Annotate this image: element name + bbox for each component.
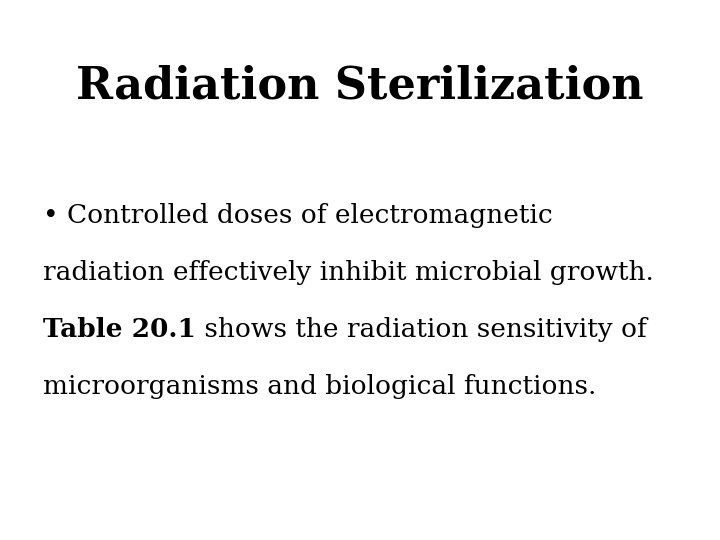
Text: shows the radiation sensitivity of: shows the radiation sensitivity of: [196, 317, 647, 342]
Text: • Controlled doses of electromagnetic: • Controlled doses of electromagnetic: [43, 204, 553, 228]
Text: Radiation Sterilization: Radiation Sterilization: [76, 65, 644, 108]
Text: radiation effectively inhibit microbial growth.: radiation effectively inhibit microbial …: [43, 260, 654, 285]
Text: Table 20.1: Table 20.1: [43, 317, 196, 342]
Text: microorganisms and biological functions.: microorganisms and biological functions.: [43, 374, 597, 399]
